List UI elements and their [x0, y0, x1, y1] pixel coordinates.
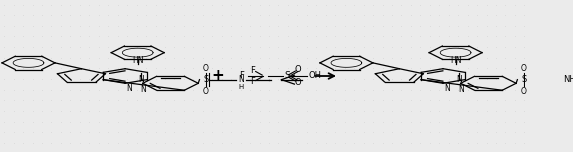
Text: N: N: [127, 84, 132, 93]
Text: N: N: [139, 75, 144, 84]
Text: S: S: [203, 75, 209, 84]
Text: S: S: [521, 75, 527, 84]
Text: N: N: [445, 84, 450, 93]
Text: O: O: [294, 78, 301, 87]
Text: O: O: [521, 87, 527, 96]
Text: O: O: [521, 64, 527, 73]
Text: F: F: [250, 77, 255, 86]
Text: HN: HN: [132, 56, 143, 65]
Text: S: S: [284, 71, 290, 81]
Text: +: +: [211, 69, 225, 83]
Text: N: N: [140, 85, 146, 93]
Text: HN: HN: [450, 56, 461, 65]
Text: N: N: [457, 75, 462, 84]
Text: H: H: [238, 84, 244, 90]
Text: N: N: [458, 85, 464, 93]
Text: F: F: [239, 71, 244, 81]
Text: O: O: [203, 87, 209, 96]
Text: O: O: [203, 64, 209, 73]
Text: OH: OH: [308, 71, 321, 81]
Text: N: N: [238, 75, 244, 84]
Text: O: O: [294, 65, 301, 74]
Text: F: F: [250, 66, 255, 75]
Text: NH₂: NH₂: [563, 75, 573, 84]
